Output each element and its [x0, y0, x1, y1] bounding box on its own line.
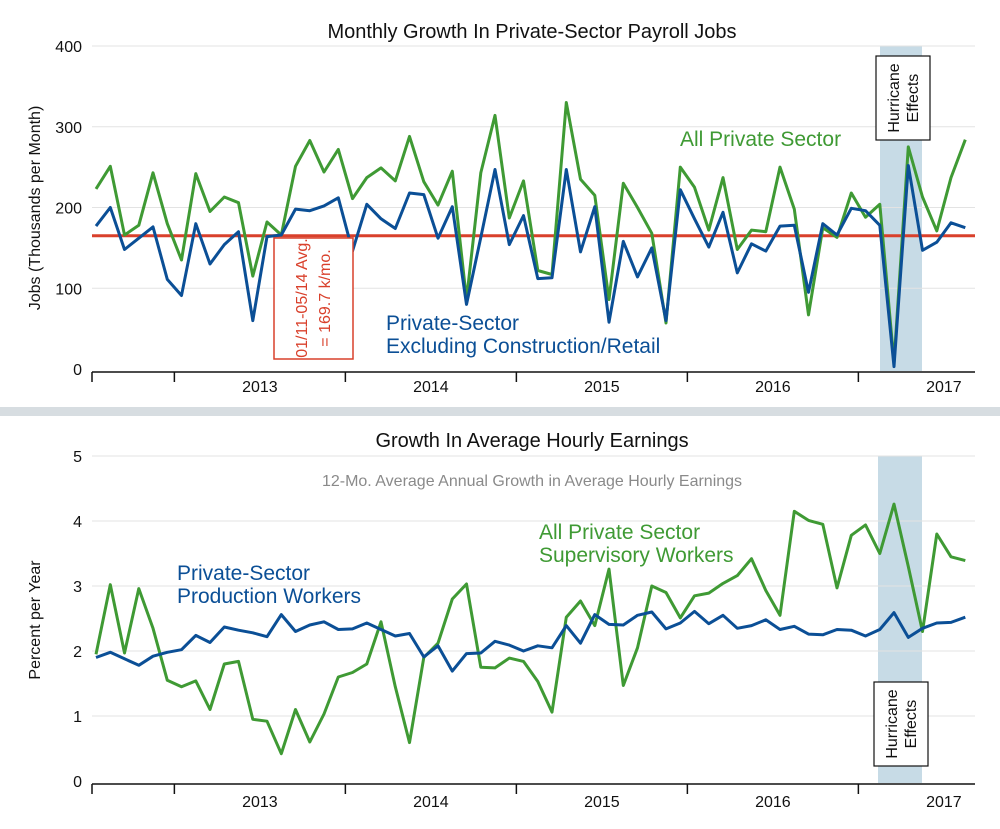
y-tick-label: 0: [73, 362, 82, 379]
y-tick-label: 400: [55, 39, 82, 56]
hurricane-note-box: [875, 55, 931, 141]
y-axis-label: Percent per Year: [27, 560, 44, 680]
year-label: 2017: [926, 794, 962, 811]
series-line: [94, 502, 966, 756]
year-label: 2014: [413, 794, 449, 811]
year-label: 2015: [584, 379, 620, 396]
series-line: [94, 164, 966, 369]
year-label: 2013: [242, 379, 278, 396]
year-label: 2015: [584, 794, 620, 811]
y-axis-label: Jobs (Thousands per Month): [27, 106, 44, 311]
series-private-excl-construction-retail: [94, 164, 966, 369]
series-supervisory-workers: [94, 502, 966, 756]
y-tick-labels: 0 100 200 300 400: [55, 39, 82, 379]
x-axis: [91, 371, 975, 382]
year-label: 2017: [926, 379, 962, 396]
y-tick-label: 2: [73, 644, 82, 661]
year-label: 2014: [413, 379, 449, 396]
series-label-excl-line-1: Private-Sector: [386, 312, 519, 335]
hurricane-note-line-2: Effects: [903, 700, 920, 749]
chart-title: Growth In Average Hourly Earnings: [375, 430, 688, 452]
series-production-workers: [95, 609, 966, 673]
y-tick-label: 0: [73, 774, 82, 791]
average-note-box: [273, 237, 354, 360]
y-tick-label: 100: [55, 281, 82, 298]
y-tick-label: 1: [73, 709, 82, 726]
y-tick-label: 3: [73, 579, 82, 596]
y-tick-labels: 0 1 2 3 4 5: [73, 449, 82, 791]
earnings-chart: 0 1 2 3 4 5 2013 2014 2015 2016 2017 Growth In Av…: [27, 430, 975, 811]
series-line: [95, 609, 966, 673]
series-label-excl-line-2: Excluding Construction/Retail: [386, 335, 660, 358]
series-label-production-line-2: Production Workers: [177, 585, 361, 608]
series-label-supervisory-line-2: Supervisory Workers: [539, 544, 734, 567]
y-tick-label: 300: [55, 120, 82, 137]
year-label: 2016: [755, 794, 791, 811]
hurricane-note-line-2: Effects: [905, 74, 922, 123]
chart-subtitle: 12-Mo. Average Annual Growth in Average …: [322, 473, 742, 490]
series-label-supervisory-line-1: All Private Sector: [539, 521, 700, 544]
hurricane-note-line-1: Hurricane: [886, 63, 903, 132]
hurricane-note-line-1: Hurricane: [884, 689, 901, 758]
chart-title: Monthly Growth In Private-Sector Payroll…: [327, 21, 736, 43]
y-tick-label: 5: [73, 449, 82, 466]
average-note-line-1: 01/11-05/14 Avg.: [294, 238, 311, 358]
year-label: 2016: [755, 379, 791, 396]
year-label: 2013: [242, 794, 278, 811]
gridlines: [92, 455, 975, 717]
series-label-all-private-sector: All Private Sector: [680, 128, 841, 151]
jobs-chart: 0 100 200 300 400 2013 2014 2015 2016 2017 Month…: [27, 21, 975, 396]
panel-separator: [0, 407, 1000, 416]
y-tick-label: 4: [73, 514, 82, 531]
y-tick-label: 200: [55, 201, 82, 218]
hurricane-note-box: [873, 681, 929, 767]
x-axis: [91, 783, 975, 794]
average-note-line-2: = 169.7 k/mo.: [317, 249, 334, 346]
year-labels: 2013 2014 2015 2016 2017: [242, 794, 962, 811]
series-label-production-line-1: Private-Sector: [177, 562, 310, 585]
year-labels: 2013 2014 2015 2016 2017: [242, 379, 962, 396]
